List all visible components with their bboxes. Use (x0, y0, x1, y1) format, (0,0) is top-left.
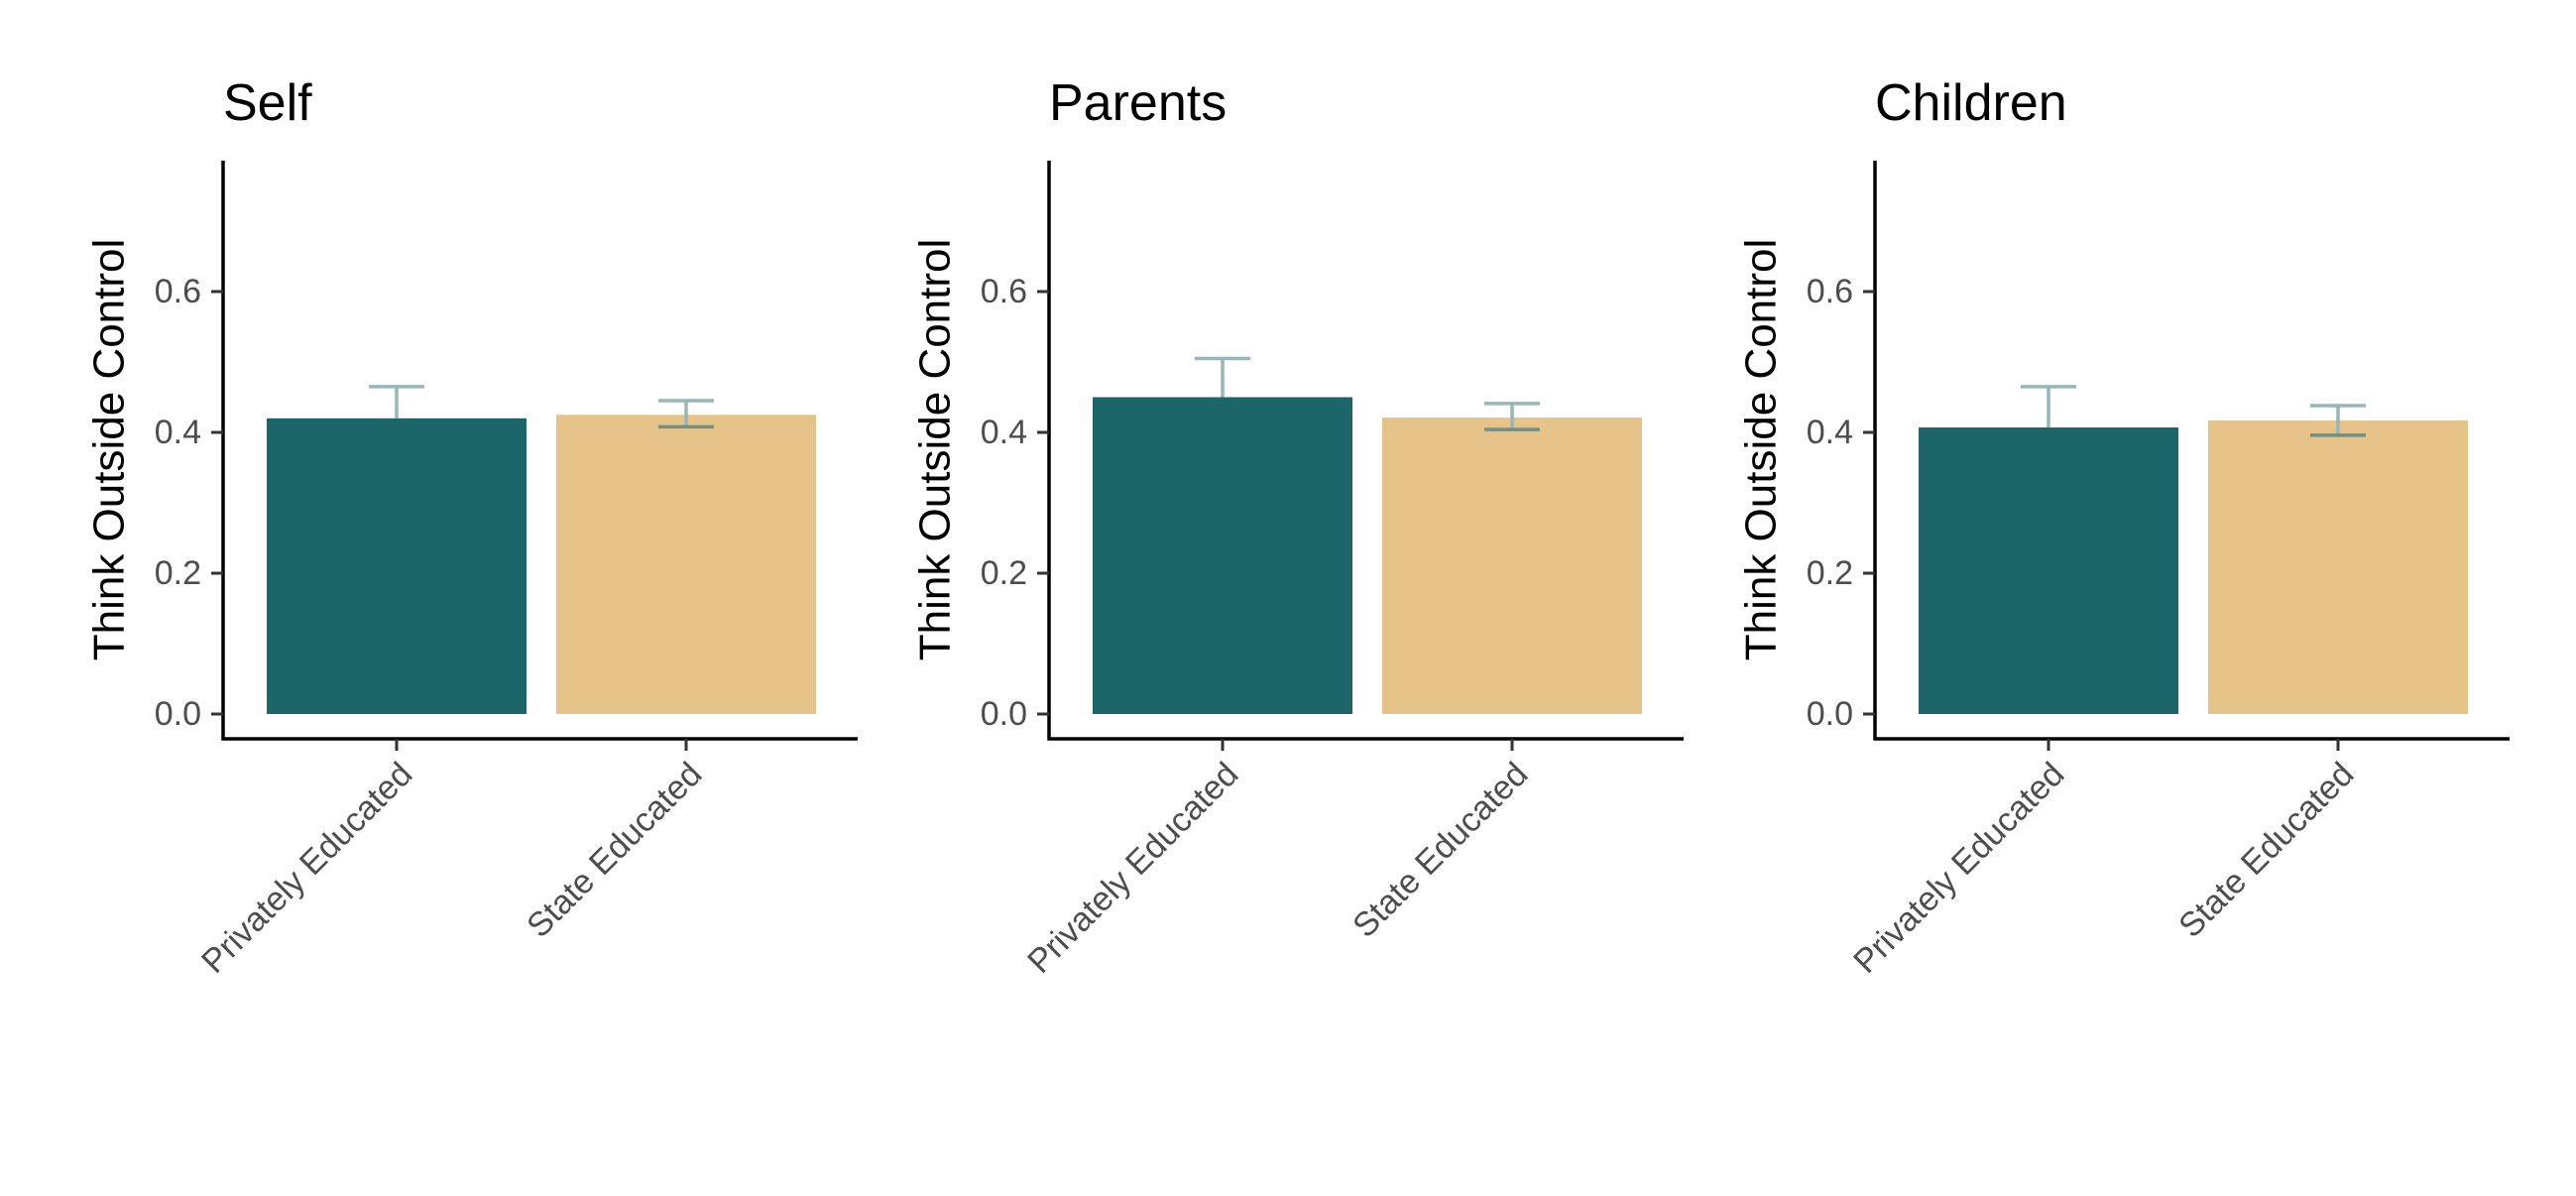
y-axis-title: Think Outside Control (85, 239, 134, 661)
y-tick-label: 0.2 (155, 554, 201, 592)
chart-panel-parents: Parents Think Outside Control 0.0 0.2 0.4 0.6… (911, 74, 1684, 981)
x-tick-label: State Educated (520, 756, 709, 945)
y-tick-label: 0.4 (1807, 414, 1853, 451)
y-tick-label: 0.0 (981, 695, 1027, 733)
y-tick-label: 0.2 (981, 554, 1027, 592)
bar-privately-educated (267, 418, 527, 714)
y-axis-title: Think Outside Control (1737, 239, 1786, 661)
chart-panel-children: Children Think Outside Control 0.0 0.2 0.4 0.… (1737, 74, 2510, 981)
bar-state-educated (2208, 419, 2468, 714)
chart-panel-self: Self Think Outside Control 0.0 0.2 0.4 0.6 Pri… (85, 74, 858, 981)
x-tick-label: State Educated (1346, 756, 1535, 945)
bar-privately-educated (1093, 397, 1352, 714)
y-axis-title: Think Outside Control (911, 239, 960, 661)
y-tick-label: 0.2 (1807, 554, 1853, 592)
bar-privately-educated (1919, 427, 2178, 714)
x-tick-label: State Educated (2171, 756, 2361, 945)
x-tick-label: Privately Educated (194, 756, 419, 981)
y-tick-label: 0.6 (981, 273, 1027, 310)
y-tick-label: 0.4 (155, 414, 201, 451)
y-tick-label: 0.4 (981, 414, 1027, 451)
panel-title: Self (223, 74, 312, 132)
y-tick-label: 0.6 (155, 273, 201, 310)
panel-title: Children (1875, 74, 2067, 132)
y-tick-label: 0.0 (155, 695, 201, 733)
y-tick-label: 0.6 (1807, 273, 1853, 310)
panel-title: Parents (1049, 74, 1227, 132)
x-tick-label: Privately Educated (1020, 756, 1245, 981)
bar-state-educated (1382, 418, 1642, 714)
y-tick-label: 0.0 (1807, 695, 1853, 733)
bar-state-educated (556, 415, 816, 714)
x-tick-label: Privately Educated (1846, 756, 2071, 981)
